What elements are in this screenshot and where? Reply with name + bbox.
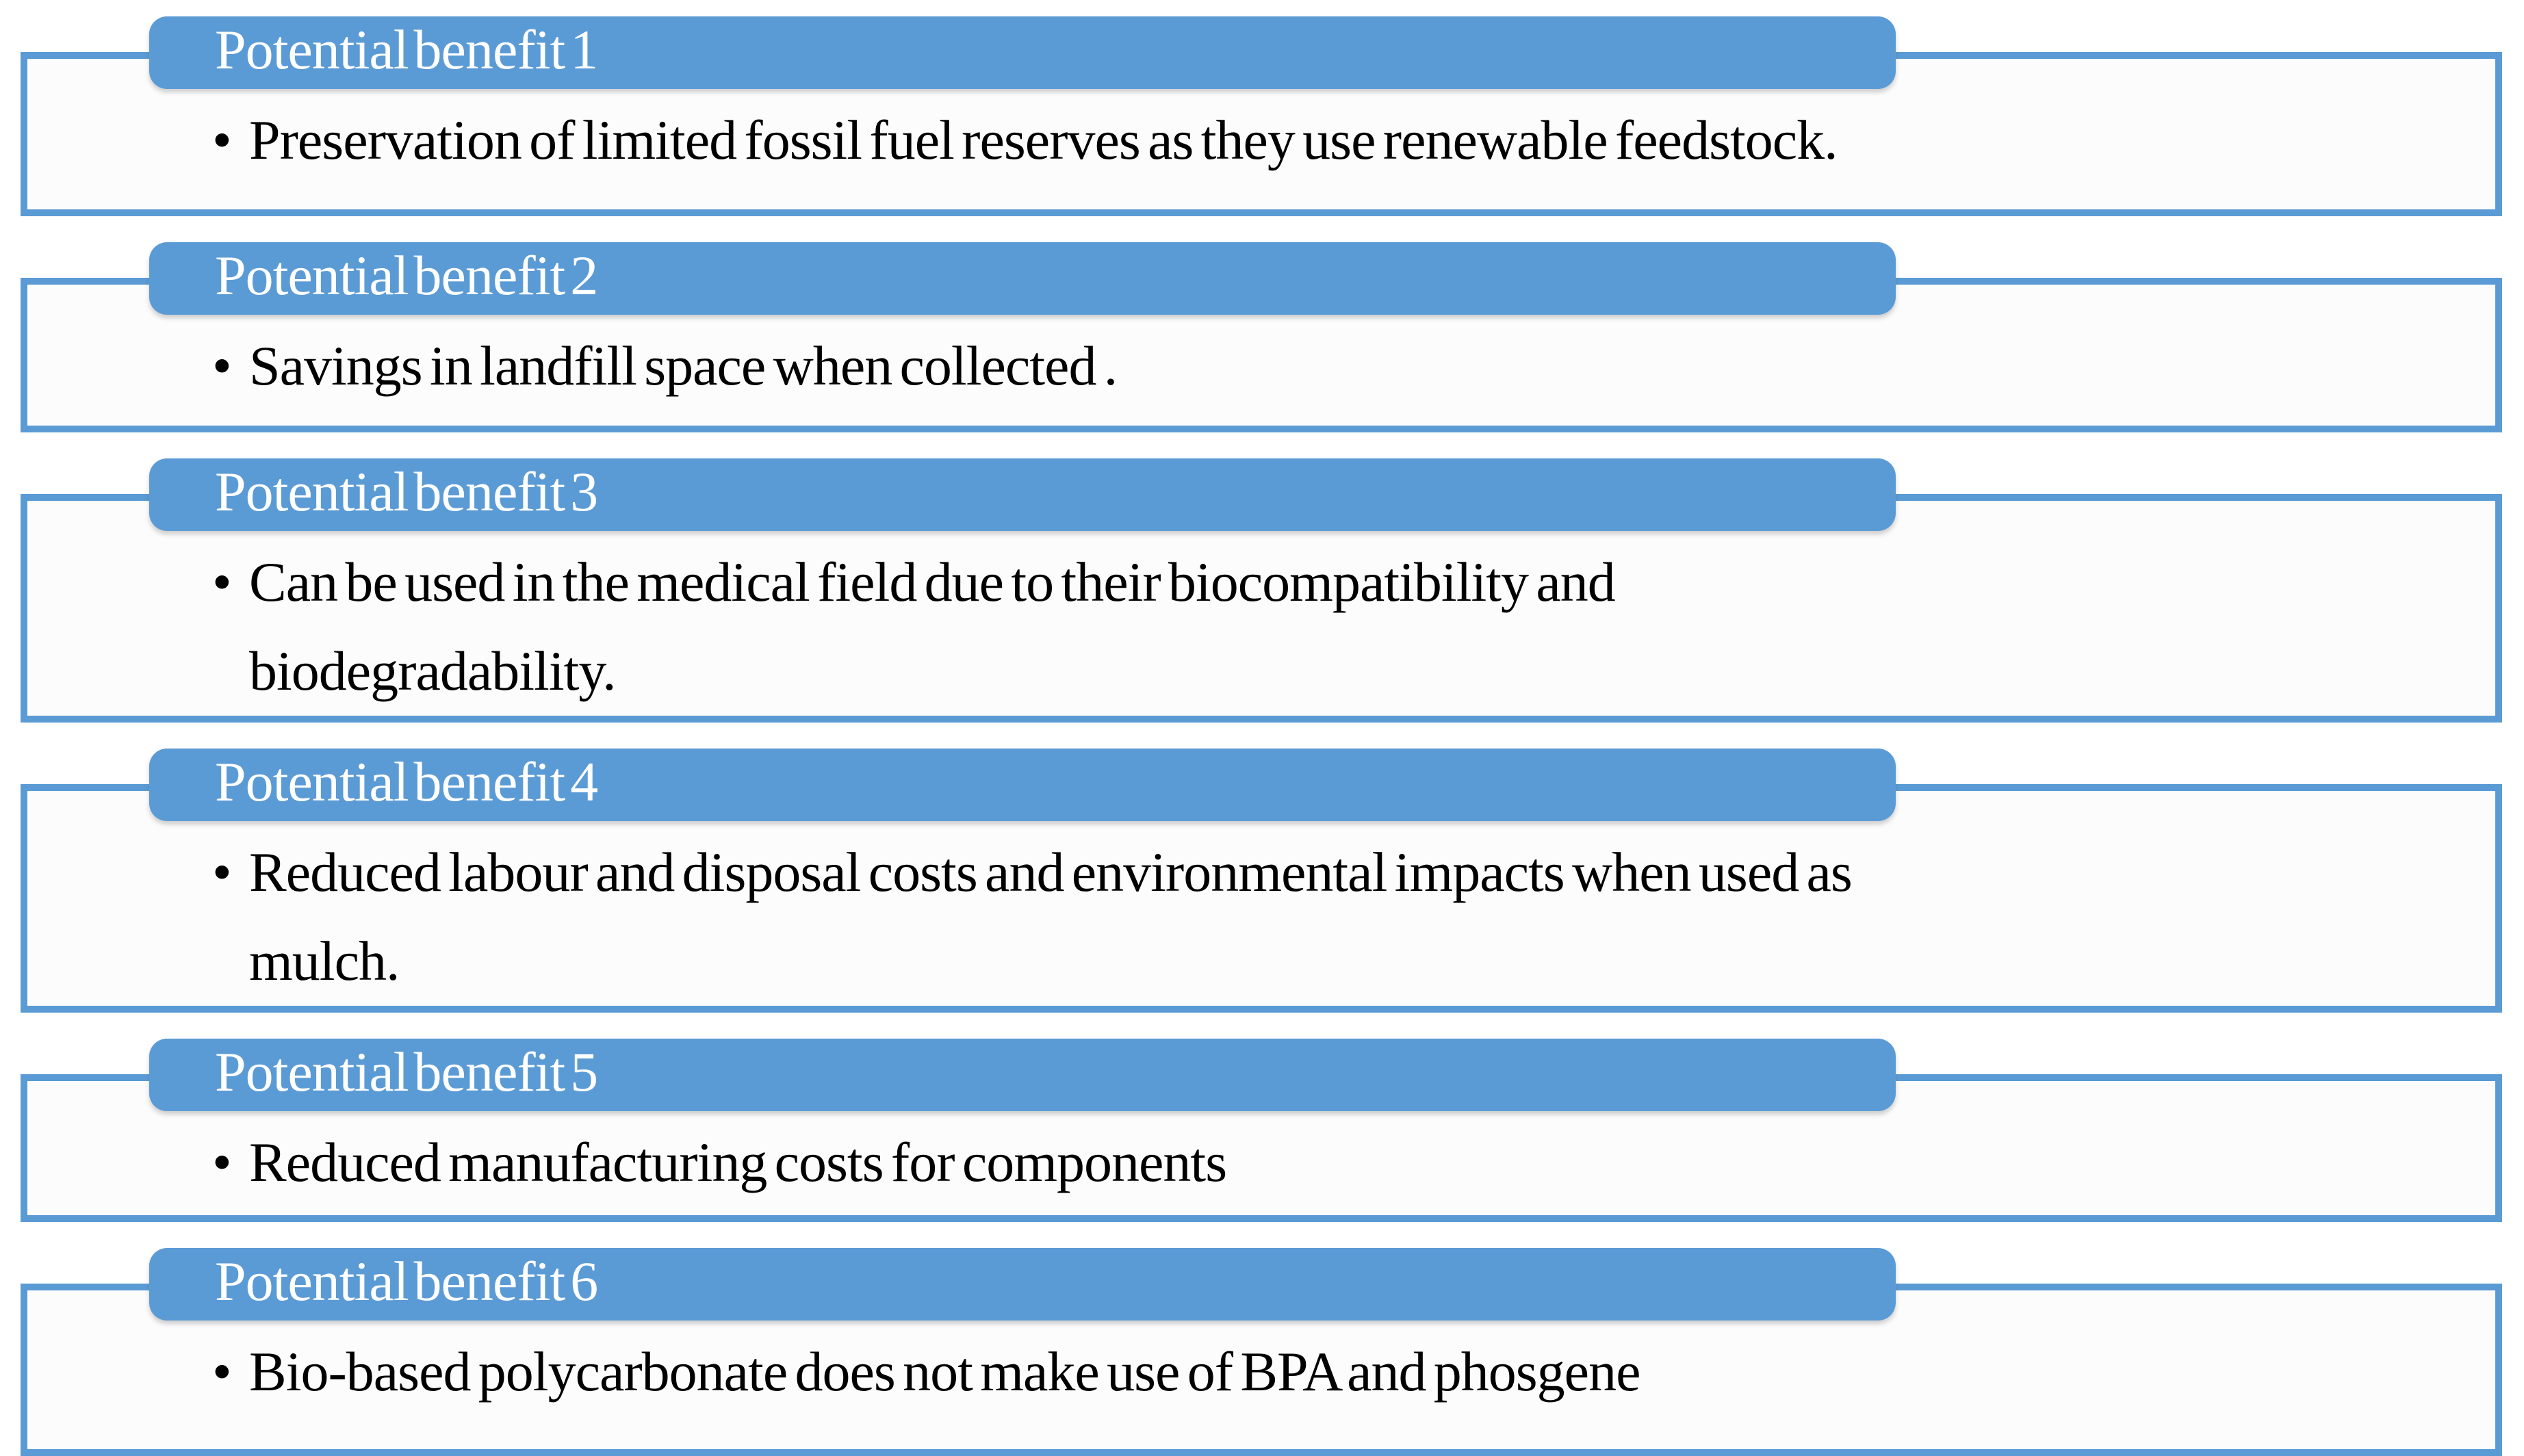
benefit-body-text: Reduced manufacturing costs for componen… (249, 1131, 1227, 1193)
benefit-header-label-2: Potential benefit 2 (215, 244, 598, 307)
benefit-item-6: Potential benefit 6 • Bio-based polycarb… (0, 1248, 2524, 1456)
benefit-body-line: biodegradability. (212, 627, 2454, 716)
bullet-icon: • (212, 841, 232, 903)
benefit-header-tab-4: Potential benefit 4 (149, 749, 1896, 821)
benefit-body-line: • Reduced labour and disposal costs and … (212, 828, 2454, 917)
benefit-body-line: • Reduced manufacturing costs for compon… (212, 1118, 2454, 1207)
bullet-icon: • (212, 551, 232, 613)
benefit-item-2: Potential benefit 2 • Savings in landfil… (0, 242, 2524, 432)
bullet-icon: • (212, 109, 232, 171)
benefit-header-tab-6: Potential benefit 6 (149, 1248, 1896, 1321)
benefit-header-tab-3: Potential benefit 3 (149, 458, 1896, 531)
benefit-body-text: Reduced labour and disposal costs and en… (249, 841, 1853, 903)
benefit-body-text: mulch. (249, 930, 400, 992)
benefit-body-text: Bio-based polycarbonate does not make us… (249, 1340, 1640, 1403)
benefit-header-tab-5: Potential benefit 5 (149, 1039, 1896, 1111)
benefit-body-text: biodegradability. (249, 640, 617, 702)
benefit-body-line: • Preservation of limited fossil fuel re… (212, 96, 2454, 185)
benefit-item-1: Potential benefit 1 • Preservation of li… (0, 16, 2524, 216)
bullet-icon: • (212, 335, 232, 397)
benefit-body-line: • Savings in landfill space when collect… (212, 322, 2454, 411)
benefit-header-tab-1: Potential benefit 1 (149, 16, 1896, 89)
benefit-item-4: Potential benefit 4 • Reduced labour and… (0, 749, 2524, 1013)
benefit-item-5: Potential benefit 5 • Reduced manufactur… (0, 1039, 2524, 1222)
benefit-body-box-3: • Can be used in the medical field due t… (21, 494, 2502, 723)
benefit-header-label-4: Potential benefit 4 (215, 751, 598, 813)
benefit-body-text: Savings in landfill space when collected… (249, 335, 1118, 397)
benefit-body-line: • Can be used in the medical field due t… (212, 538, 2454, 627)
benefit-item-3: Potential benefit 3 • Can be used in the… (0, 458, 2524, 723)
benefit-header-tab-2: Potential benefit 2 (149, 242, 1896, 315)
benefit-body-text: Preservation of limited fossil fuel rese… (249, 109, 1838, 171)
benefit-body-text: Can be used in the medical field due to … (249, 551, 1616, 613)
benefit-header-label-6: Potential benefit 6 (215, 1250, 598, 1312)
benefit-header-label-3: Potential benefit 3 (215, 460, 598, 523)
benefit-body-line: • Bio-based polycarbonate does not make … (212, 1327, 2454, 1416)
benefit-header-label-5: Potential benefit 5 (215, 1041, 598, 1103)
bullet-icon: • (212, 1131, 232, 1193)
bullet-icon: • (212, 1340, 232, 1403)
benefit-header-label-1: Potential benefit 1 (215, 18, 598, 81)
benefit-body-line: mulch. (212, 917, 2454, 1006)
